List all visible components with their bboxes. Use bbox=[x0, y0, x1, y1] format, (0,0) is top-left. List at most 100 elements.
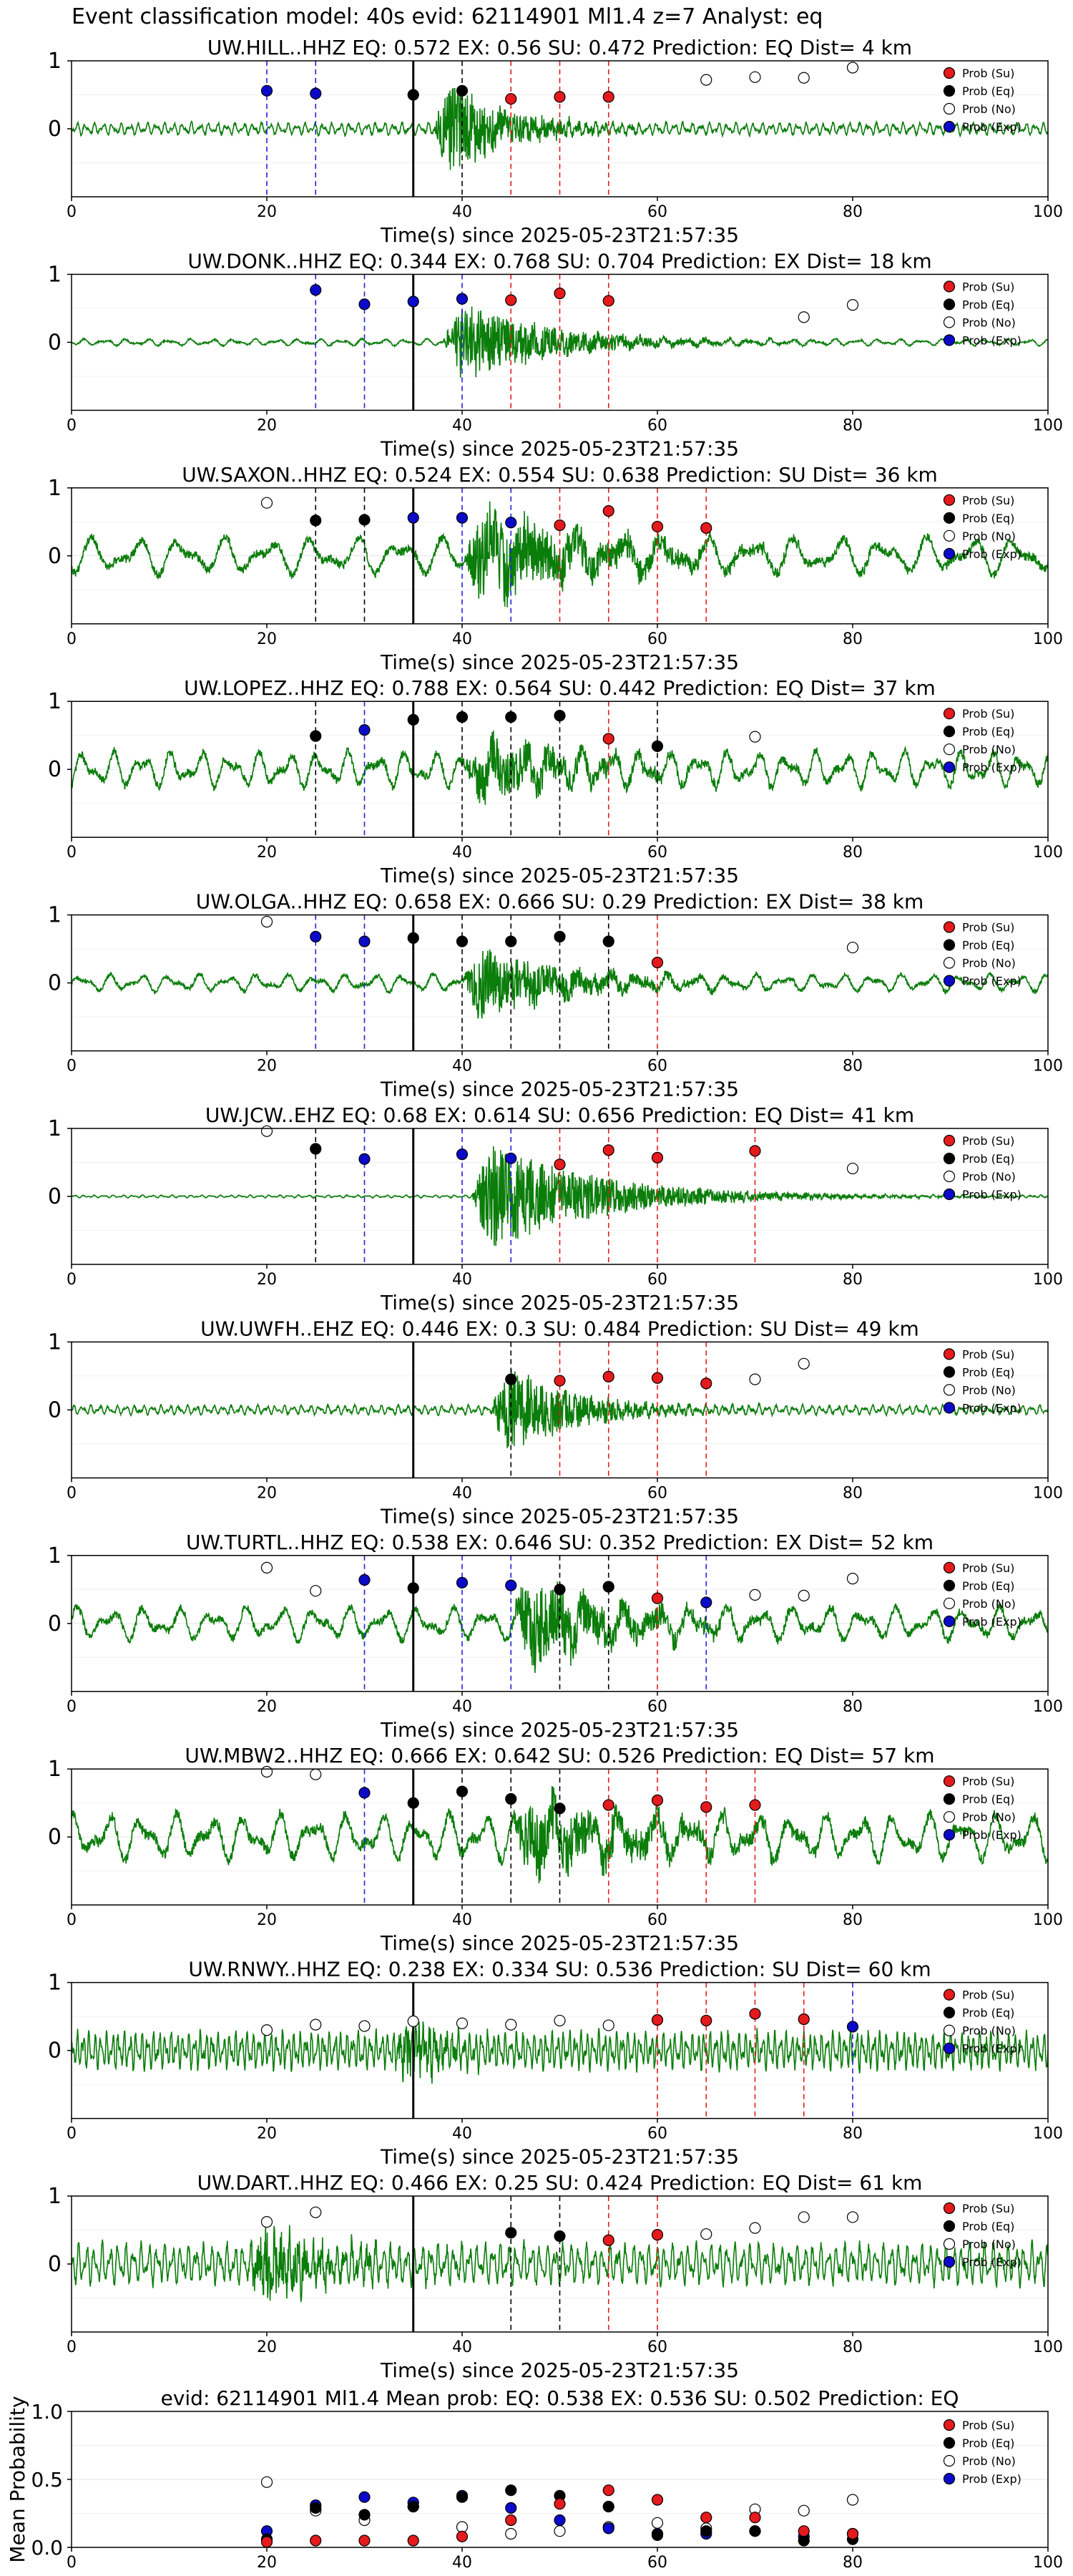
x-tick-label: 20 bbox=[257, 203, 277, 221]
prob-marker-exp bbox=[358, 298, 371, 311]
x-tick-label: 40 bbox=[452, 1271, 472, 1289]
prob-marker-no bbox=[358, 2020, 371, 2032]
panel-title: UW.MBW2..HHZ EQ: 0.666 EX: 0.642 SU: 0.5… bbox=[185, 1744, 934, 1767]
x-tick-label: 100 bbox=[1033, 2125, 1063, 2143]
mean-prob-marker-exp bbox=[602, 2522, 614, 2534]
y-tick-label: 1 bbox=[48, 49, 62, 74]
y-tick-label: 1 bbox=[48, 689, 62, 714]
y-tick-label: 0 bbox=[48, 2039, 62, 2064]
prob-marker-no bbox=[456, 2017, 469, 2029]
x-tick-label: 40 bbox=[452, 1911, 472, 1929]
legend-label-su: Prob (Su) bbox=[962, 67, 1014, 80]
prob-marker-su bbox=[651, 1151, 664, 1163]
prob-marker-eq bbox=[456, 711, 469, 723]
prob-marker-exp bbox=[310, 930, 322, 943]
y-tick-label: 0 bbox=[48, 117, 62, 142]
x-axis-label: Time(s) since 2025-05-23T21:57:35 bbox=[380, 2145, 739, 2169]
prob-marker-su bbox=[554, 91, 566, 103]
prob-marker-exp bbox=[505, 517, 517, 529]
prob-marker-no bbox=[602, 2019, 614, 2031]
mean-prob-marker-exp bbox=[554, 2514, 566, 2527]
prob-marker-su bbox=[798, 2013, 810, 2025]
legend-label-no: Prob (No) bbox=[962, 530, 1016, 543]
x-tick-label: 80 bbox=[843, 1911, 863, 1929]
panel-title: UW.RNWY..HHZ EQ: 0.238 EX: 0.334 SU: 0.5… bbox=[188, 1958, 931, 1981]
legend-label-exp: Prob (Exp) bbox=[962, 547, 1021, 561]
panel-uw-rnwy-hhz: UW.RNWY..HHZ EQ: 0.238 EX: 0.334 SU: 0.5… bbox=[48, 1958, 1063, 2169]
x-tick-label: 20 bbox=[257, 1911, 277, 1929]
prob-marker-exp bbox=[358, 1574, 371, 1586]
prob-marker-eq bbox=[554, 1584, 566, 1596]
prob-marker-su bbox=[602, 1370, 614, 1382]
panel-uw-mbw2-hhz: UW.MBW2..HHZ EQ: 0.666 EX: 0.642 SU: 0.5… bbox=[48, 1744, 1063, 1955]
legend-label-eq: Prob (Eq) bbox=[962, 1579, 1014, 1593]
legend-label-exp: Prob (Exp) bbox=[962, 1188, 1021, 1201]
x-tick-label: 60 bbox=[647, 416, 667, 434]
prob-marker-no bbox=[310, 2206, 322, 2218]
legend-marker-exp bbox=[943, 2042, 956, 2054]
legend-marker-su bbox=[943, 2419, 956, 2431]
waveform-trace bbox=[72, 306, 1048, 378]
x-axis-label: Time(s) since 2025-05-23T21:57:35 bbox=[380, 2358, 739, 2382]
panel-uw-uwfh-ehz: UW.UWFH..EHZ EQ: 0.446 EX: 0.3 SU: 0.484… bbox=[48, 1317, 1063, 1528]
mean-prob-marker-eq bbox=[602, 2500, 614, 2513]
legend-marker-exp bbox=[943, 120, 956, 133]
x-tick-label: 60 bbox=[647, 203, 667, 221]
x-tick-label: 0 bbox=[67, 2554, 77, 2572]
mean-prob-marker-eq bbox=[749, 2525, 761, 2537]
panel-uw-saxon-hhz: UW.SAXON..HHZ EQ: 0.524 EX: 0.554 SU: 0.… bbox=[48, 463, 1063, 674]
legend-label-exp: Prob (Exp) bbox=[962, 333, 1021, 347]
x-tick-label: 20 bbox=[257, 1698, 277, 1716]
mean-prob-marker-exp bbox=[505, 2502, 517, 2514]
y-tick-label: 0 bbox=[48, 330, 62, 355]
legend-marker-no bbox=[943, 1597, 956, 1609]
mean-prob-marker-no bbox=[651, 2517, 664, 2529]
prob-marker-no bbox=[260, 915, 273, 928]
prob-marker-eq bbox=[407, 713, 419, 726]
prob-marker-no bbox=[260, 1125, 273, 1137]
prob-marker-eq bbox=[456, 935, 469, 947]
panel-mean: evid: 62114901 Ml1.4 Mean prob: EQ: 0.53… bbox=[6, 2386, 1063, 2572]
prob-marker-no bbox=[749, 2222, 761, 2234]
x-tick-label: 20 bbox=[257, 844, 277, 862]
prob-marker-su bbox=[749, 1799, 761, 1811]
legend-label-exp: Prob (Exp) bbox=[962, 2042, 1021, 2056]
legend-label-su: Prob (Su) bbox=[962, 921, 1014, 935]
x-tick-label: 100 bbox=[1033, 844, 1063, 862]
legend-label-su: Prob (Su) bbox=[962, 1347, 1014, 1361]
mean-prob-marker-eq bbox=[358, 2509, 371, 2521]
legend-marker-su bbox=[943, 708, 956, 720]
legend-marker-no bbox=[943, 1811, 956, 1823]
legend-marker-su bbox=[943, 494, 956, 506]
legend-marker-no bbox=[943, 316, 956, 328]
x-tick-label: 60 bbox=[647, 2554, 667, 2572]
prob-marker-su bbox=[554, 287, 566, 300]
prob-marker-eq bbox=[310, 514, 322, 527]
y-tick-label: 1 bbox=[48, 1330, 62, 1355]
x-tick-label: 0 bbox=[67, 2338, 77, 2356]
mean-prob-marker-eq bbox=[651, 2529, 664, 2541]
prob-marker-exp bbox=[456, 1576, 469, 1589]
legend-marker-no bbox=[943, 743, 956, 756]
mean-prob-marker-su bbox=[651, 2494, 664, 2506]
mean-prob-marker-no bbox=[554, 2525, 566, 2537]
x-tick-label: 40 bbox=[452, 416, 472, 434]
y-tick-label: 0 bbox=[48, 1397, 62, 1423]
waveform-trace bbox=[72, 87, 1048, 170]
x-tick-label: 100 bbox=[1033, 1271, 1063, 1289]
prob-marker-exp bbox=[358, 723, 371, 736]
legend-marker-su bbox=[943, 921, 956, 933]
prob-marker-su bbox=[602, 2234, 614, 2246]
legend-marker-exp bbox=[943, 761, 956, 774]
x-tick-label: 100 bbox=[1033, 1911, 1063, 1929]
mean-prob-marker-su bbox=[358, 2534, 371, 2547]
prob-marker-su bbox=[700, 1377, 712, 1390]
prob-marker-eq bbox=[554, 930, 566, 943]
mean-prob-marker-su bbox=[310, 2534, 322, 2547]
x-tick-label: 20 bbox=[257, 2125, 277, 2143]
legend-marker-su bbox=[943, 1134, 956, 1147]
legend-marker-su bbox=[943, 280, 956, 293]
prob-marker-su bbox=[749, 2008, 761, 2020]
x-tick-label: 80 bbox=[843, 1058, 863, 1075]
legend-label-eq: Prob (Eq) bbox=[962, 2006, 1014, 2020]
